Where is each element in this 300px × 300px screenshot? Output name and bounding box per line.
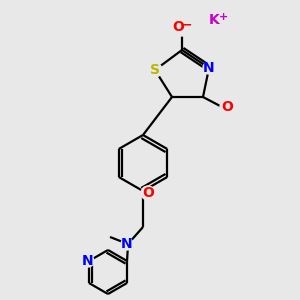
Circle shape [82,255,94,267]
Circle shape [220,100,234,114]
Circle shape [121,238,133,250]
Text: N: N [121,237,133,251]
Circle shape [173,18,191,36]
Circle shape [141,186,155,200]
Circle shape [148,63,162,77]
Text: N: N [82,254,94,268]
Text: O: O [221,100,233,114]
Text: K: K [208,13,219,27]
Text: +: + [218,12,228,22]
Text: N: N [203,61,215,75]
Circle shape [207,9,229,31]
Text: −: − [182,19,192,32]
Text: S: S [150,63,160,77]
Text: O: O [142,186,154,200]
Circle shape [203,62,215,74]
Text: O: O [172,20,184,34]
